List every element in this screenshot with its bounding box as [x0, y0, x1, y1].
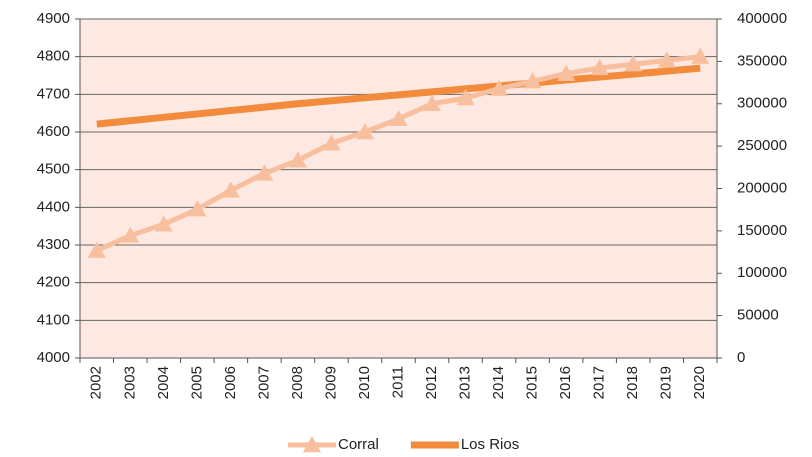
marker: [87, 241, 106, 258]
x-tick-label: 2012: [423, 366, 440, 399]
y-tick-label: 4800: [37, 48, 70, 65]
x-tick-label: 2017: [591, 366, 608, 399]
y2-tick-label: 0: [737, 349, 745, 366]
marker: [322, 134, 341, 151]
marker: [523, 72, 542, 89]
marker: [188, 200, 207, 217]
y2-tick-label: 150000: [737, 222, 787, 239]
marker: [255, 164, 274, 181]
marker: [691, 47, 710, 64]
x-tick-label: 2003: [121, 366, 138, 399]
marker: [590, 58, 609, 76]
x-tick-label: 2013: [457, 366, 474, 399]
x-tick-label: 2006: [222, 366, 239, 399]
marker: [154, 215, 173, 232]
marker: [490, 79, 509, 96]
x-tick-label: 2011: [389, 366, 406, 398]
marker: [355, 123, 374, 140]
y-tick-label: 4100: [37, 311, 70, 328]
x-tick-label: 2005: [188, 366, 205, 399]
marker: [557, 64, 576, 81]
y2-tick-label: 50000: [737, 307, 779, 324]
x-tick-label: 2009: [322, 366, 339, 399]
marker: [389, 109, 408, 127]
series-line: [96, 64, 701, 128]
x-tick-label: 2020: [691, 366, 708, 399]
x-tick-label: 2010: [356, 366, 373, 399]
marker: [121, 226, 140, 243]
x-tick-label: 2016: [557, 366, 574, 399]
y-tick-label: 4900: [37, 10, 70, 27]
y-tick-label: 4700: [37, 85, 70, 102]
y2-tick-label: 300000: [737, 95, 787, 112]
marker: [657, 51, 676, 68]
x-tick-label: 2019: [658, 366, 675, 399]
y2-tick-label: 200000: [737, 179, 787, 196]
marker: [423, 94, 442, 111]
marker: [624, 55, 643, 72]
legend-label: Corral: [338, 436, 379, 453]
y-tick-label: 4300: [37, 236, 70, 253]
marker: [288, 151, 307, 168]
y-tick-label: 4500: [37, 161, 70, 178]
y-tick-label: 4600: [37, 123, 70, 140]
y-tick-label: 4200: [37, 274, 70, 291]
x-tick-label: 2014: [490, 366, 507, 399]
y-tick-label: 4000: [37, 349, 70, 366]
y2-tick-label: 350000: [737, 52, 787, 69]
x-tick-label: 2018: [624, 366, 641, 399]
x-tick-label: 2015: [524, 366, 541, 399]
marker: [221, 181, 240, 198]
marker: [456, 89, 475, 106]
x-tick-label: 2004: [155, 366, 172, 399]
y2-tick-label: 250000: [737, 137, 787, 154]
x-tick-label: 2008: [289, 366, 306, 399]
legend-label: Los Rios: [461, 436, 519, 453]
y-tick-label: 4400: [37, 198, 70, 215]
y2-tick-label: 400000: [737, 10, 787, 27]
x-tick-label: 2007: [255, 366, 272, 399]
y2-tick-label: 100000: [737, 264, 787, 281]
x-tick-label: 2002: [88, 366, 105, 399]
legend-marker: [303, 436, 321, 453]
plot-area: [80, 19, 717, 358]
